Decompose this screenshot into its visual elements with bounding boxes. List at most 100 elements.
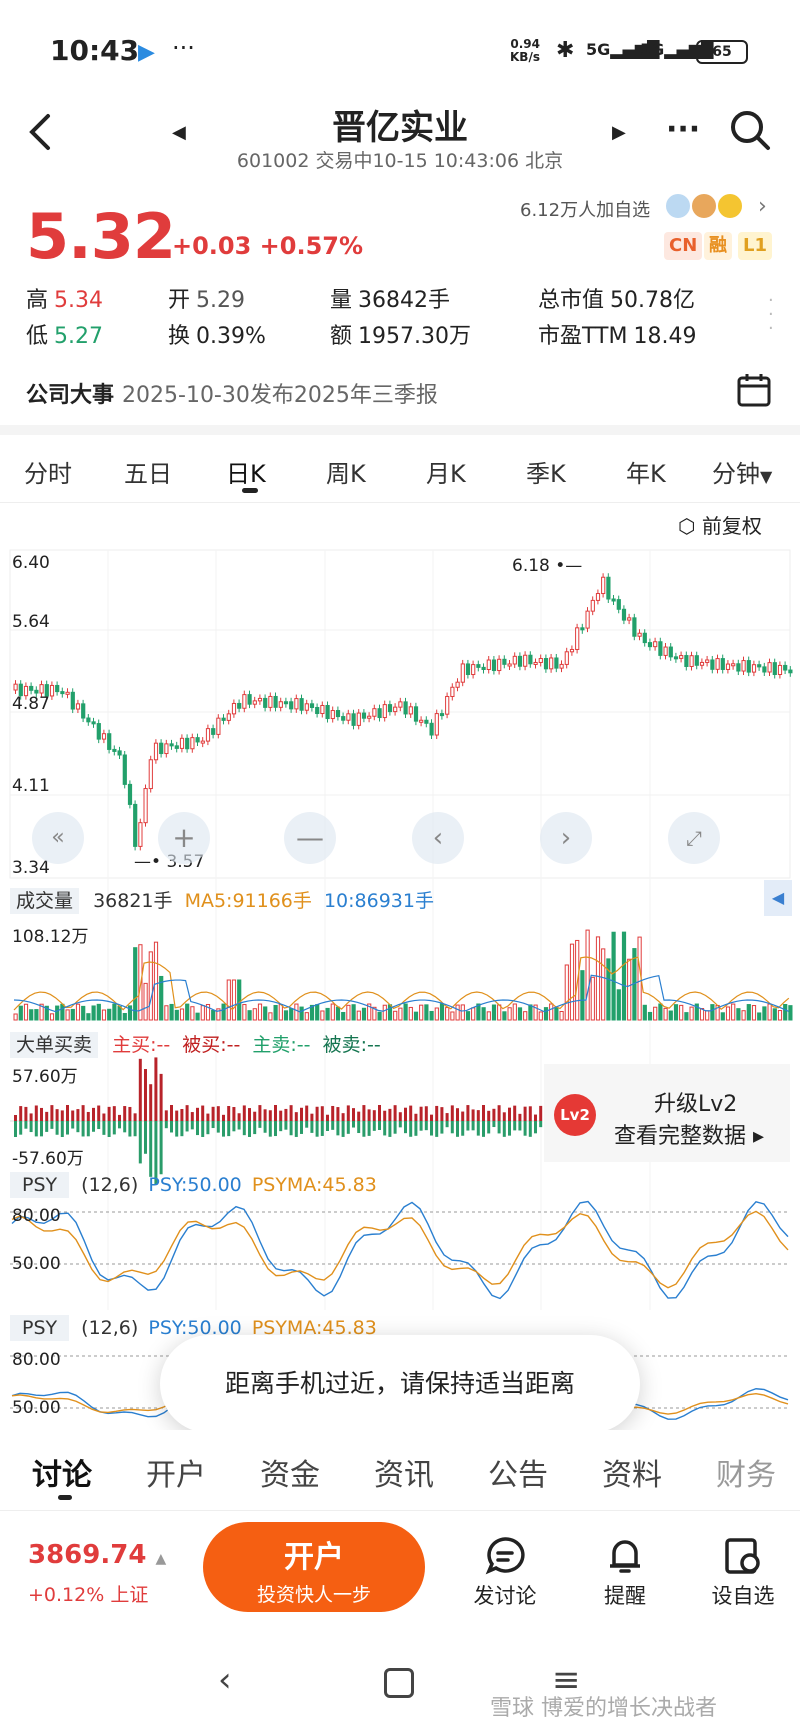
bigorder-sell-bar <box>497 1121 501 1134</box>
adjust-icon: ⬡ <box>678 514 696 538</box>
volume-bar <box>684 1012 689 1021</box>
bigorder-sell-bar <box>102 1121 106 1135</box>
next-stock-icon[interactable]: ▶ <box>612 122 626 143</box>
tab-daily-k[interactable]: 日K <box>226 460 266 488</box>
rewind-icon[interactable]: « <box>32 812 84 864</box>
index-value[interactable]: 3869.74 ▲ <box>28 1540 167 1570</box>
bigorder-sell-bar <box>492 1121 496 1128</box>
tab-funds[interactable]: 资金 <box>260 1458 320 1493</box>
bigorder-sell-bar <box>388 1121 392 1137</box>
tab-intraday[interactable]: 分时 <box>24 460 72 488</box>
stat-volume: 量 36842手 <box>330 288 451 313</box>
tab-quarterly-k[interactable]: 季K <box>526 460 566 488</box>
volume-bar <box>757 1012 762 1021</box>
search-icon[interactable] <box>728 108 772 156</box>
volume-bar <box>148 951 153 1021</box>
zoom-out-icon[interactable]: — <box>284 812 336 864</box>
candle-body <box>86 717 91 723</box>
volume-bar <box>481 1007 486 1021</box>
bigorder-sell-bar <box>76 1121 80 1133</box>
prev-stock-icon[interactable]: ◀ <box>172 122 186 143</box>
calendar-icon[interactable] <box>736 372 772 412</box>
bigorder-buy-bar <box>440 1107 444 1121</box>
avatar <box>690 192 718 220</box>
adjust-toggle[interactable]: ⬡ 前复权 <box>678 514 762 538</box>
period-tabs: 分时 五日 日K 周K 月K 季K 年K 分钟▼ <box>0 436 800 502</box>
bigorder-sell-bar <box>336 1121 340 1136</box>
chart-area[interactable] <box>0 505 800 1435</box>
nav-menu-icon[interactable]: ≡ <box>552 1660 581 1700</box>
bigorder-sell-bar <box>154 1121 158 1185</box>
bigorder-sell-bar <box>487 1121 491 1134</box>
bigorder-buy-bar <box>268 1110 272 1121</box>
volume-bar <box>673 1004 679 1021</box>
scroll-right-icon[interactable]: › <box>540 812 592 864</box>
candle-body <box>39 684 44 694</box>
bigorder-buy-bar <box>404 1107 407 1121</box>
tab-profile[interactable]: 资料 <box>602 1458 662 1493</box>
high-marker: 6.18 •— <box>512 556 583 576</box>
signal-1: 5G▂▄▆█ <box>586 40 660 59</box>
upgrade-lv2-banner[interactable]: Lv2 升级Lv2 查看完整数据 ▸ <box>544 1064 790 1162</box>
tab-five-day[interactable]: 五日 <box>124 460 172 488</box>
bigorder-buy-bar <box>133 1113 137 1121</box>
volume-bar <box>658 1003 663 1021</box>
candle-body <box>273 695 278 708</box>
watchlist-button[interactable]: 设自选 <box>698 1532 788 1610</box>
candle-body <box>242 694 247 709</box>
candle-body <box>351 713 356 726</box>
tab-finance[interactable]: 财务 <box>716 1458 776 1493</box>
volume-bar <box>335 1006 341 1021</box>
collapse-indicator-icon[interactable]: ◀ <box>764 880 792 916</box>
bigorder-buy-bar <box>76 1109 80 1121</box>
followers-count[interactable]: 6.12万人加自选 <box>520 200 651 221</box>
bigorder-buy-bar <box>71 1110 75 1121</box>
company-event[interactable]: 公司大事 2025-10-30发布2025年三季报 <box>26 383 438 408</box>
bigorder-buy-bar <box>513 1105 517 1121</box>
bigorder-sell-bar <box>107 1121 111 1137</box>
bigorder-sell-bar <box>170 1121 173 1133</box>
candle-body <box>237 702 242 709</box>
tab-minute[interactable]: 分钟▼ <box>712 460 773 488</box>
bluetooth-icon: ✱ <box>556 38 575 63</box>
tab-monthly-k[interactable]: 月K <box>426 460 466 488</box>
candle-body <box>205 728 211 742</box>
open-account-button[interactable]: 开户 投资快人一步 <box>203 1522 425 1612</box>
volume-bar <box>273 1004 278 1021</box>
volume-bar <box>18 1005 23 1021</box>
chevron-right-icon[interactable]: › <box>758 194 767 219</box>
more-icon[interactable]: ··· <box>666 112 701 147</box>
candle-body <box>632 617 637 637</box>
expand-stats-icon[interactable]: · · · <box>768 290 774 339</box>
candle-body <box>247 694 252 705</box>
nav-home-icon[interactable] <box>384 1668 414 1698</box>
bigorder-sell-bar <box>45 1121 49 1132</box>
upgrade-sub: 查看完整数据 ▸ <box>614 1124 765 1149</box>
tab-yearly-k[interactable]: 年K <box>626 460 666 488</box>
scroll-left-icon[interactable]: ‹ <box>412 812 464 864</box>
tab-weekly-k[interactable]: 周K <box>326 460 366 488</box>
volume-bar <box>543 1007 549 1021</box>
fullscreen-icon[interactable]: ⤢ <box>668 812 720 864</box>
discuss-button[interactable]: 发讨论 <box>460 1532 550 1610</box>
tab-discuss[interactable]: 讨论 <box>32 1458 92 1493</box>
candle-body <box>112 748 117 752</box>
bigorder-sell-bar <box>279 1121 283 1132</box>
volume-bar <box>476 1003 481 1021</box>
nav-back-icon[interactable]: ‹ <box>218 1660 232 1700</box>
alert-button[interactable]: 提醒 <box>580 1532 670 1610</box>
candle-body <box>419 719 424 723</box>
bigorder-buy-bar <box>222 1114 225 1121</box>
candle-body <box>455 681 460 688</box>
volume-bar <box>408 1006 413 1021</box>
tab-news[interactable]: 资讯 <box>374 1458 434 1493</box>
tab-open-account[interactable]: 开户 <box>146 1458 206 1493</box>
bigorder-sell-bar <box>66 1121 69 1135</box>
tab-announcements[interactable]: 公告 <box>488 1458 548 1493</box>
back-icon[interactable] <box>28 112 52 162</box>
bigorder-sell-bar <box>128 1121 132 1137</box>
zoom-in-icon[interactable]: + <box>158 812 210 864</box>
bottom-tabs: 讨论 开户 资金 资讯 公告 资料 财务 <box>0 1430 800 1510</box>
battery-indicator: 65 <box>696 40 748 64</box>
volume-bar <box>736 1008 741 1021</box>
